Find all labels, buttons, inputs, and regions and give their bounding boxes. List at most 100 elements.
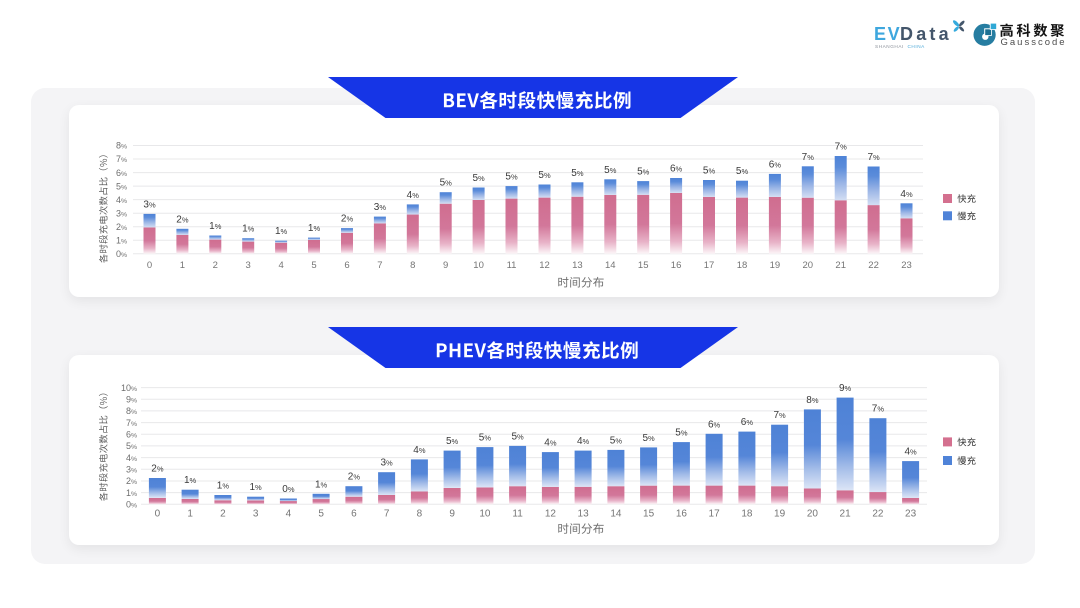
- svg-text:5%: 5%: [642, 433, 655, 444]
- svg-text:3: 3: [253, 508, 259, 519]
- svg-text:8: 8: [417, 508, 423, 519]
- svg-text:15: 15: [643, 508, 655, 519]
- svg-text:6%: 6%: [708, 419, 721, 430]
- svg-text:5%: 5%: [472, 173, 485, 184]
- svg-text:7%: 7%: [872, 404, 885, 415]
- svg-text:1%: 1%: [308, 223, 321, 234]
- svg-text:10: 10: [479, 508, 491, 519]
- svg-text:1%: 1%: [209, 221, 222, 232]
- svg-text:13: 13: [578, 508, 590, 519]
- svg-text:5%: 5%: [610, 435, 623, 446]
- svg-text:22: 22: [872, 508, 884, 519]
- svg-text:16: 16: [676, 508, 688, 519]
- svg-text:5%: 5%: [479, 433, 492, 444]
- svg-text:5%: 5%: [446, 436, 459, 447]
- svg-text:1%: 1%: [315, 479, 328, 490]
- svg-text:21: 21: [840, 508, 852, 519]
- svg-text:12: 12: [545, 508, 557, 519]
- svg-text:22: 22: [868, 260, 879, 271]
- svg-text:2%: 2%: [341, 214, 354, 225]
- svg-text:SHANGHAI: SHANGHAI: [875, 44, 904, 49]
- svg-text:18: 18: [741, 508, 753, 519]
- svg-text:9%: 9%: [839, 383, 852, 394]
- svg-text:20: 20: [807, 508, 819, 519]
- svg-text:6%: 6%: [741, 417, 754, 428]
- svg-text:2%: 2%: [116, 222, 127, 232]
- svg-text:6%: 6%: [126, 430, 137, 440]
- svg-text:0: 0: [155, 508, 161, 519]
- svg-text:5%: 5%: [538, 170, 551, 181]
- svg-text:5%: 5%: [675, 428, 688, 439]
- svg-text:4%: 4%: [544, 438, 557, 449]
- svg-text:7%: 7%: [802, 152, 815, 163]
- svg-text:5%: 5%: [571, 168, 584, 179]
- svg-text:4: 4: [278, 260, 283, 271]
- svg-text:11: 11: [507, 260, 517, 271]
- svg-text:14: 14: [605, 260, 616, 271]
- svg-text:3: 3: [246, 260, 251, 271]
- svg-text:Gausscode: Gausscode: [1001, 37, 1067, 48]
- svg-text:14: 14: [610, 508, 622, 519]
- svg-text:5%: 5%: [126, 441, 137, 451]
- svg-text:9%: 9%: [126, 395, 137, 405]
- svg-text:6: 6: [351, 508, 357, 519]
- svg-text:EV: EV: [874, 24, 901, 44]
- svg-text:4%: 4%: [904, 447, 917, 458]
- svg-text:3%: 3%: [116, 208, 127, 218]
- svg-text:3%: 3%: [143, 199, 156, 210]
- svg-text:4%: 4%: [413, 445, 426, 456]
- svg-text:1%: 1%: [275, 226, 288, 237]
- svg-text:4%: 4%: [900, 189, 913, 200]
- svg-text:5%: 5%: [440, 178, 453, 189]
- svg-text:4%: 4%: [407, 190, 420, 201]
- svg-text:9: 9: [443, 260, 448, 271]
- svg-text:12: 12: [539, 260, 550, 271]
- svg-text:8%: 8%: [116, 141, 127, 151]
- svg-text:3%: 3%: [374, 202, 387, 213]
- svg-text:2: 2: [220, 508, 226, 519]
- svg-text:1: 1: [180, 260, 185, 271]
- svg-text:1: 1: [187, 508, 193, 519]
- svg-text:19: 19: [774, 508, 786, 519]
- svg-text:5%: 5%: [505, 172, 518, 183]
- svg-text:19: 19: [770, 260, 781, 271]
- svg-text:17: 17: [709, 508, 721, 519]
- svg-text:1%: 1%: [116, 236, 127, 246]
- svg-text:7%: 7%: [773, 410, 786, 421]
- svg-text:0%: 0%: [282, 484, 295, 495]
- svg-text:7%: 7%: [126, 418, 137, 428]
- svg-text:4: 4: [286, 508, 292, 519]
- svg-text:6%: 6%: [116, 168, 127, 178]
- svg-text:4%: 4%: [126, 453, 137, 463]
- svg-text:1%: 1%: [184, 475, 197, 486]
- svg-text:1%: 1%: [217, 481, 230, 492]
- svg-text:2%: 2%: [151, 464, 164, 475]
- svg-text:7%: 7%: [116, 154, 127, 164]
- svg-text:11: 11: [512, 508, 523, 519]
- svg-text:20: 20: [803, 260, 814, 271]
- svg-text:13: 13: [572, 260, 583, 271]
- svg-text:5%: 5%: [736, 166, 749, 177]
- svg-text:7%: 7%: [835, 142, 848, 153]
- svg-text:1%: 1%: [126, 488, 137, 498]
- svg-text:5%: 5%: [637, 167, 650, 178]
- svg-text:2%: 2%: [176, 214, 189, 225]
- svg-text:6%: 6%: [769, 159, 782, 170]
- svg-text:10%: 10%: [121, 383, 137, 393]
- svg-text:8%: 8%: [806, 395, 819, 406]
- svg-text:18: 18: [737, 260, 748, 271]
- svg-text:5: 5: [318, 508, 324, 519]
- svg-text:5%: 5%: [511, 431, 524, 442]
- svg-text:16: 16: [671, 260, 682, 271]
- svg-text:23: 23: [905, 508, 917, 519]
- svg-text:15: 15: [638, 260, 649, 271]
- svg-text:8: 8: [410, 260, 415, 271]
- svg-text:21: 21: [835, 260, 846, 271]
- svg-text:5%: 5%: [703, 166, 716, 177]
- svg-text:4%: 4%: [116, 195, 127, 205]
- svg-text:17: 17: [704, 260, 715, 271]
- svg-text:1%: 1%: [242, 224, 255, 235]
- svg-text:5%: 5%: [116, 181, 127, 191]
- svg-text:2%: 2%: [348, 472, 361, 483]
- svg-text:0%: 0%: [126, 500, 137, 510]
